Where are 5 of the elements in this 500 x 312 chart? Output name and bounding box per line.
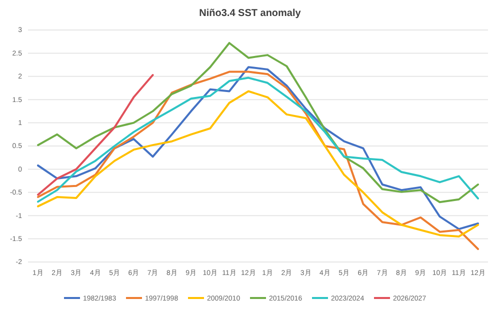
line-series [37, 74, 154, 196]
chart-title: Niño3.4 SST anomaly [199, 8, 302, 19]
line-series [37, 90, 479, 238]
line-series [37, 76, 479, 203]
line-series [37, 42, 479, 204]
